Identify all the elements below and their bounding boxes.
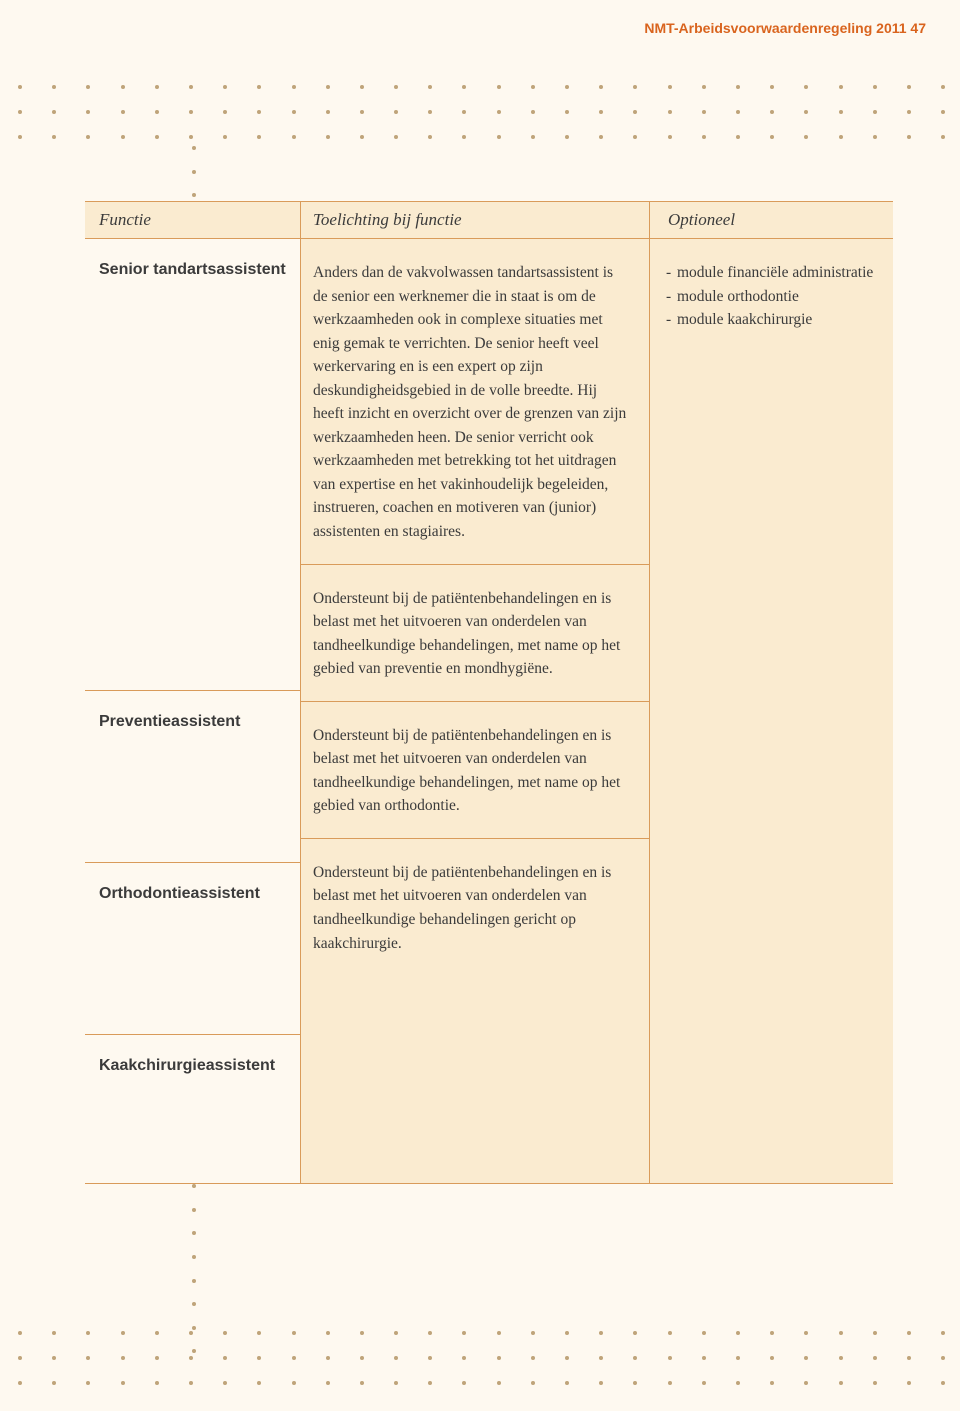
- dot-grid-top: [0, 85, 960, 160]
- optioneel-list: -module financiële administratie-module …: [650, 239, 893, 342]
- dot-grid-bottom: [0, 1331, 960, 1406]
- col-header-toelichting: Toelichting bij functie: [300, 202, 650, 238]
- col-toelichting-body: Anders dan de vakvolwassen tandartsassis…: [300, 239, 650, 1183]
- page-header: NMT-Arbeidsvoorwaardenregeling 2011 47: [644, 20, 926, 36]
- table-row: Preventieassistent: [85, 691, 300, 863]
- table-row: Kaakchirurgieassistent: [85, 1035, 300, 1183]
- table-row: Ondersteunt bij de patiëntenbehandelinge…: [301, 702, 649, 839]
- optioneel-item: -module kaakchirurgie: [666, 308, 883, 332]
- col-header-optioneel: Optioneel: [650, 202, 893, 238]
- optioneel-item: -module orthodontie: [666, 285, 883, 309]
- table-header-row: Functie Toelichting bij functie Optionee…: [85, 201, 893, 239]
- optioneel-item: -module financiële administratie: [666, 261, 883, 285]
- table-row: Ondersteunt bij de patiëntenbehandelinge…: [301, 839, 649, 975]
- col-header-functie: Functie: [85, 202, 300, 238]
- table-row: Orthodontieassistent: [85, 863, 300, 1035]
- table-row: Ondersteunt bij de patiëntenbehandelinge…: [301, 565, 649, 702]
- table-row: Anders dan de vakvolwassen tandartsassis…: [301, 239, 649, 565]
- table-row: Senior tandartsassistent: [85, 239, 300, 691]
- col-functie-body: Senior tandartsassistent Preventieassist…: [85, 239, 300, 1183]
- col-optioneel-body: -module financiële administratie-module …: [650, 239, 893, 1183]
- functie-table: Functie Toelichting bij functie Optionee…: [85, 201, 893, 1184]
- table-body: Senior tandartsassistent Preventieassist…: [85, 239, 893, 1184]
